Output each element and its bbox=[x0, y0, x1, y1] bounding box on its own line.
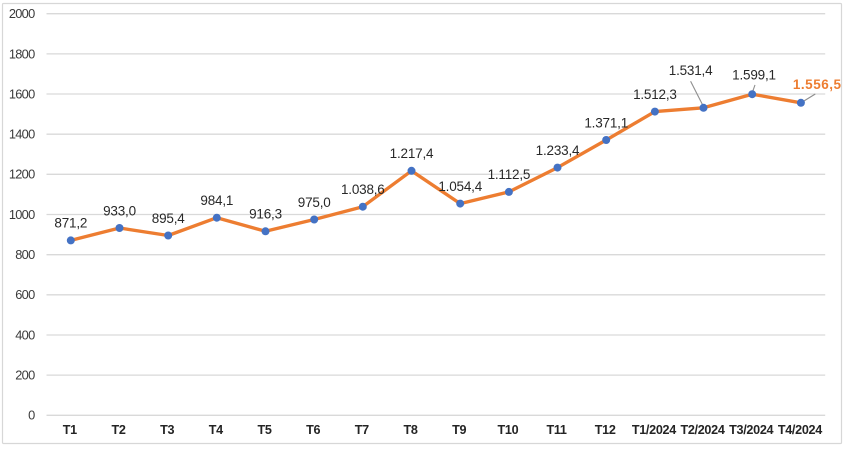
svg-text:984,1: 984,1 bbox=[200, 193, 233, 208]
svg-text:T4/2024: T4/2024 bbox=[778, 423, 822, 437]
svg-text:1.599,1: 1.599,1 bbox=[732, 68, 776, 83]
svg-text:1.371,1: 1.371,1 bbox=[584, 115, 628, 130]
svg-text:T1: T1 bbox=[63, 423, 77, 437]
svg-text:1.112,5: 1.112,5 bbox=[488, 167, 531, 182]
svg-text:600: 600 bbox=[15, 287, 35, 302]
svg-text:T8: T8 bbox=[403, 423, 417, 437]
svg-text:1.233,4: 1.233,4 bbox=[536, 143, 580, 158]
svg-text:400: 400 bbox=[15, 327, 35, 342]
svg-text:1.038,6: 1.038,6 bbox=[341, 182, 385, 197]
svg-text:933,0: 933,0 bbox=[103, 203, 136, 218]
svg-text:1.217,4: 1.217,4 bbox=[390, 146, 434, 161]
svg-text:1200: 1200 bbox=[9, 167, 35, 182]
svg-text:T3: T3 bbox=[160, 423, 174, 437]
svg-text:1800: 1800 bbox=[9, 46, 35, 61]
svg-text:T10: T10 bbox=[497, 423, 518, 437]
svg-text:800: 800 bbox=[15, 247, 35, 262]
svg-text:975,0: 975,0 bbox=[298, 195, 331, 210]
svg-text:T1/2024: T1/2024 bbox=[632, 423, 676, 437]
svg-text:1000: 1000 bbox=[9, 207, 35, 222]
svg-text:T4: T4 bbox=[209, 423, 223, 437]
svg-text:2000: 2000 bbox=[9, 6, 35, 21]
svg-text:895,4: 895,4 bbox=[152, 211, 185, 226]
svg-text:T7: T7 bbox=[355, 423, 369, 437]
svg-text:T5: T5 bbox=[257, 423, 271, 437]
svg-text:1.531,4: 1.531,4 bbox=[669, 63, 713, 78]
svg-text:T2: T2 bbox=[111, 423, 125, 437]
svg-text:1.512,3: 1.512,3 bbox=[633, 87, 677, 102]
svg-text:T3/2024: T3/2024 bbox=[729, 423, 773, 437]
svg-text:T11: T11 bbox=[546, 423, 566, 437]
svg-text:1600: 1600 bbox=[9, 86, 35, 101]
svg-text:916,3: 916,3 bbox=[249, 207, 282, 222]
svg-text:1.054,4: 1.054,4 bbox=[438, 179, 482, 194]
svg-text:T12: T12 bbox=[595, 423, 616, 437]
svg-text:871,2: 871,2 bbox=[54, 216, 87, 231]
svg-text:1.556,5: 1.556,5 bbox=[793, 77, 842, 92]
svg-text:200: 200 bbox=[15, 368, 35, 383]
svg-text:T9: T9 bbox=[452, 423, 466, 437]
svg-text:0: 0 bbox=[28, 408, 35, 423]
svg-text:1400: 1400 bbox=[9, 127, 35, 142]
svg-text:T6: T6 bbox=[306, 423, 320, 437]
svg-text:T2/2024: T2/2024 bbox=[680, 423, 724, 437]
